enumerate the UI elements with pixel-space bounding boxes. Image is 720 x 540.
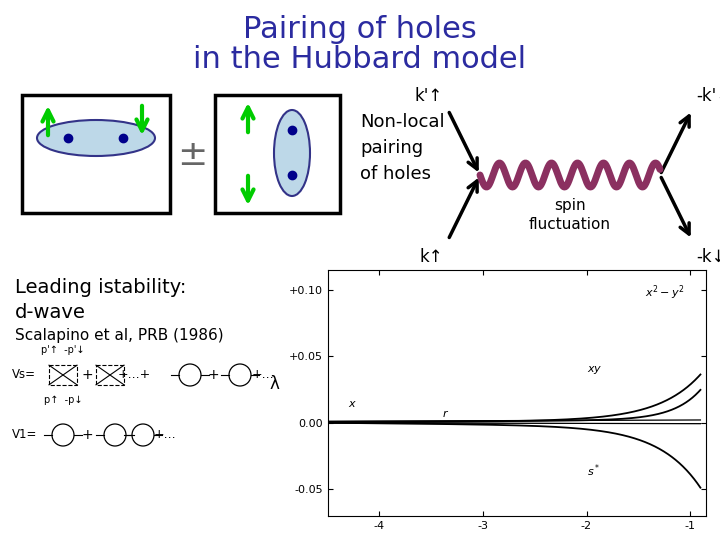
Text: V1=: V1=	[12, 429, 37, 442]
Text: d-wave: d-wave	[15, 303, 86, 322]
Text: Scalapino et al, PRB (1986): Scalapino et al, PRB (1986)	[15, 328, 224, 343]
Text: $s^*$: $s^*$	[587, 463, 600, 480]
Text: +: +	[81, 428, 93, 442]
Ellipse shape	[274, 110, 310, 196]
Text: Pairing of holes: Pairing of holes	[243, 16, 477, 44]
Text: $xy$: $xy$	[587, 364, 602, 376]
Text: p↑  -p↓: p↑ -p↓	[44, 395, 82, 405]
Text: p'↑  -p'↓: p'↑ -p'↓	[41, 345, 85, 355]
Text: $r$: $r$	[441, 408, 449, 420]
Text: +...: +...	[252, 368, 274, 381]
Text: spin
fluctuation: spin fluctuation	[529, 198, 611, 232]
Text: -k↓: -k↓	[696, 248, 720, 266]
Text: +...+: +...+	[117, 368, 150, 381]
Text: Non-local
pairing
of holes: Non-local pairing of holes	[360, 113, 445, 184]
Bar	[96, 365, 124, 385]
Text: k↑: k↑	[419, 248, 443, 266]
Bar	[49, 365, 77, 385]
Text: +: +	[207, 368, 219, 382]
Text: +...: +...	[153, 429, 176, 442]
Text: Leading istability:: Leading istability:	[15, 278, 186, 297]
Text: k'↑: k'↑	[415, 87, 443, 105]
Y-axis label: λ: λ	[270, 375, 280, 393]
X-axis label: μ: μ	[511, 536, 522, 540]
Text: +: +	[81, 368, 93, 382]
Text: Vs=: Vs=	[12, 368, 36, 381]
Bar	[215, 95, 340, 213]
Text: $x$: $x$	[348, 399, 357, 409]
Text: in the Hubbard model: in the Hubbard model	[194, 45, 526, 75]
Ellipse shape	[37, 120, 155, 156]
Text: ±: ±	[177, 138, 207, 172]
Bar	[22, 95, 170, 213]
Text: $x^2-y^2$: $x^2-y^2$	[645, 284, 685, 302]
Text: -k'↓: -k'↓	[696, 87, 720, 105]
